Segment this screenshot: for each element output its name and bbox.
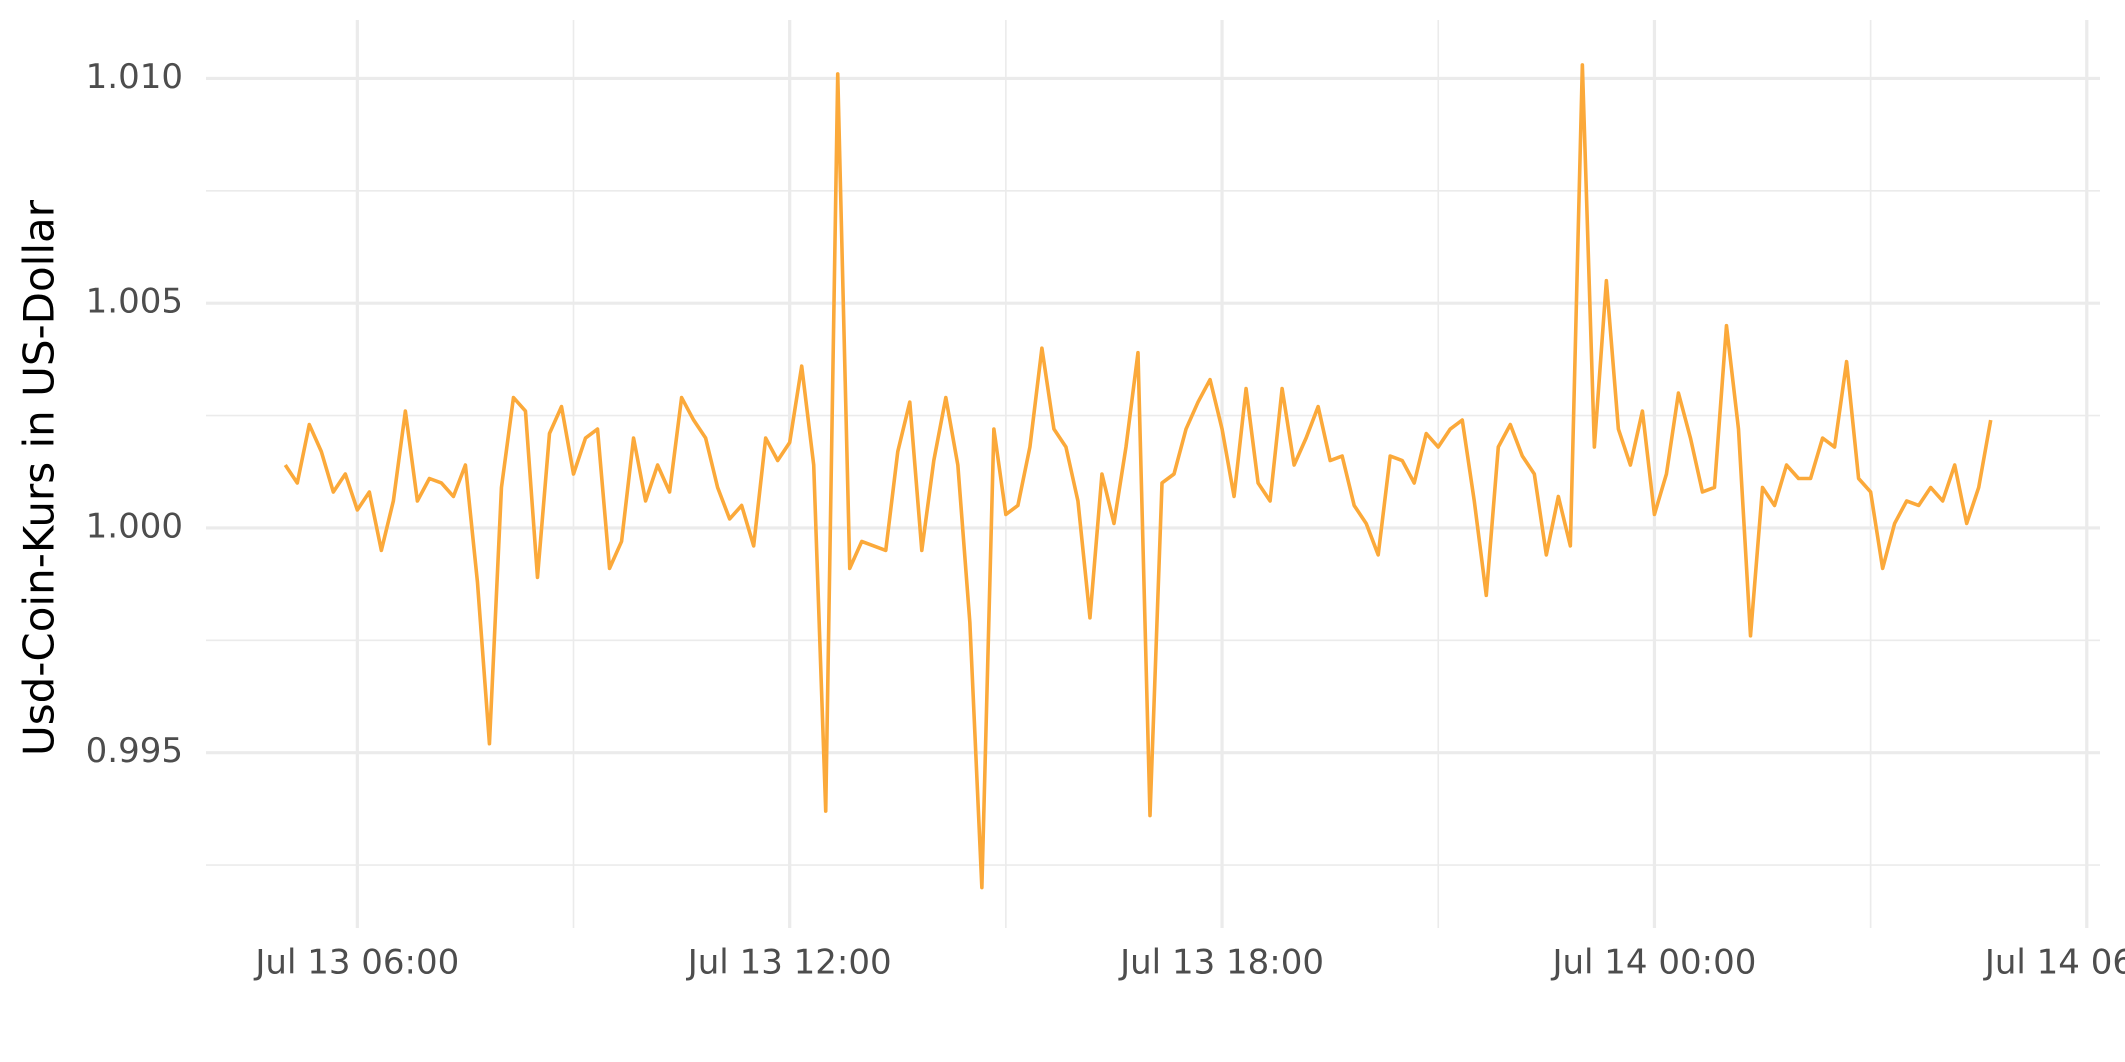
y-tick-label: 1.005 — [86, 282, 183, 322]
x-tick-label: Jul 13 18:00 — [1118, 943, 1324, 983]
y-tick-label: 0.995 — [86, 731, 183, 771]
y-tick-label: 1.000 — [86, 506, 183, 546]
x-tick-label: Jul 13 12:00 — [686, 943, 892, 983]
grid — [206, 20, 2100, 928]
x-tick-label: Jul 13 06:00 — [253, 943, 459, 983]
y-axis-label: Usd-Coin-Kurs in US-Dollar — [15, 199, 64, 756]
y-tick-label: 1.010 — [86, 57, 183, 97]
x-tick-label: Jul 14 06:00 — [1983, 943, 2125, 983]
line-series — [283, 63, 1993, 890]
x-tick-label: Jul 14 00:00 — [1550, 943, 1756, 983]
plot-area — [283, 63, 1993, 890]
